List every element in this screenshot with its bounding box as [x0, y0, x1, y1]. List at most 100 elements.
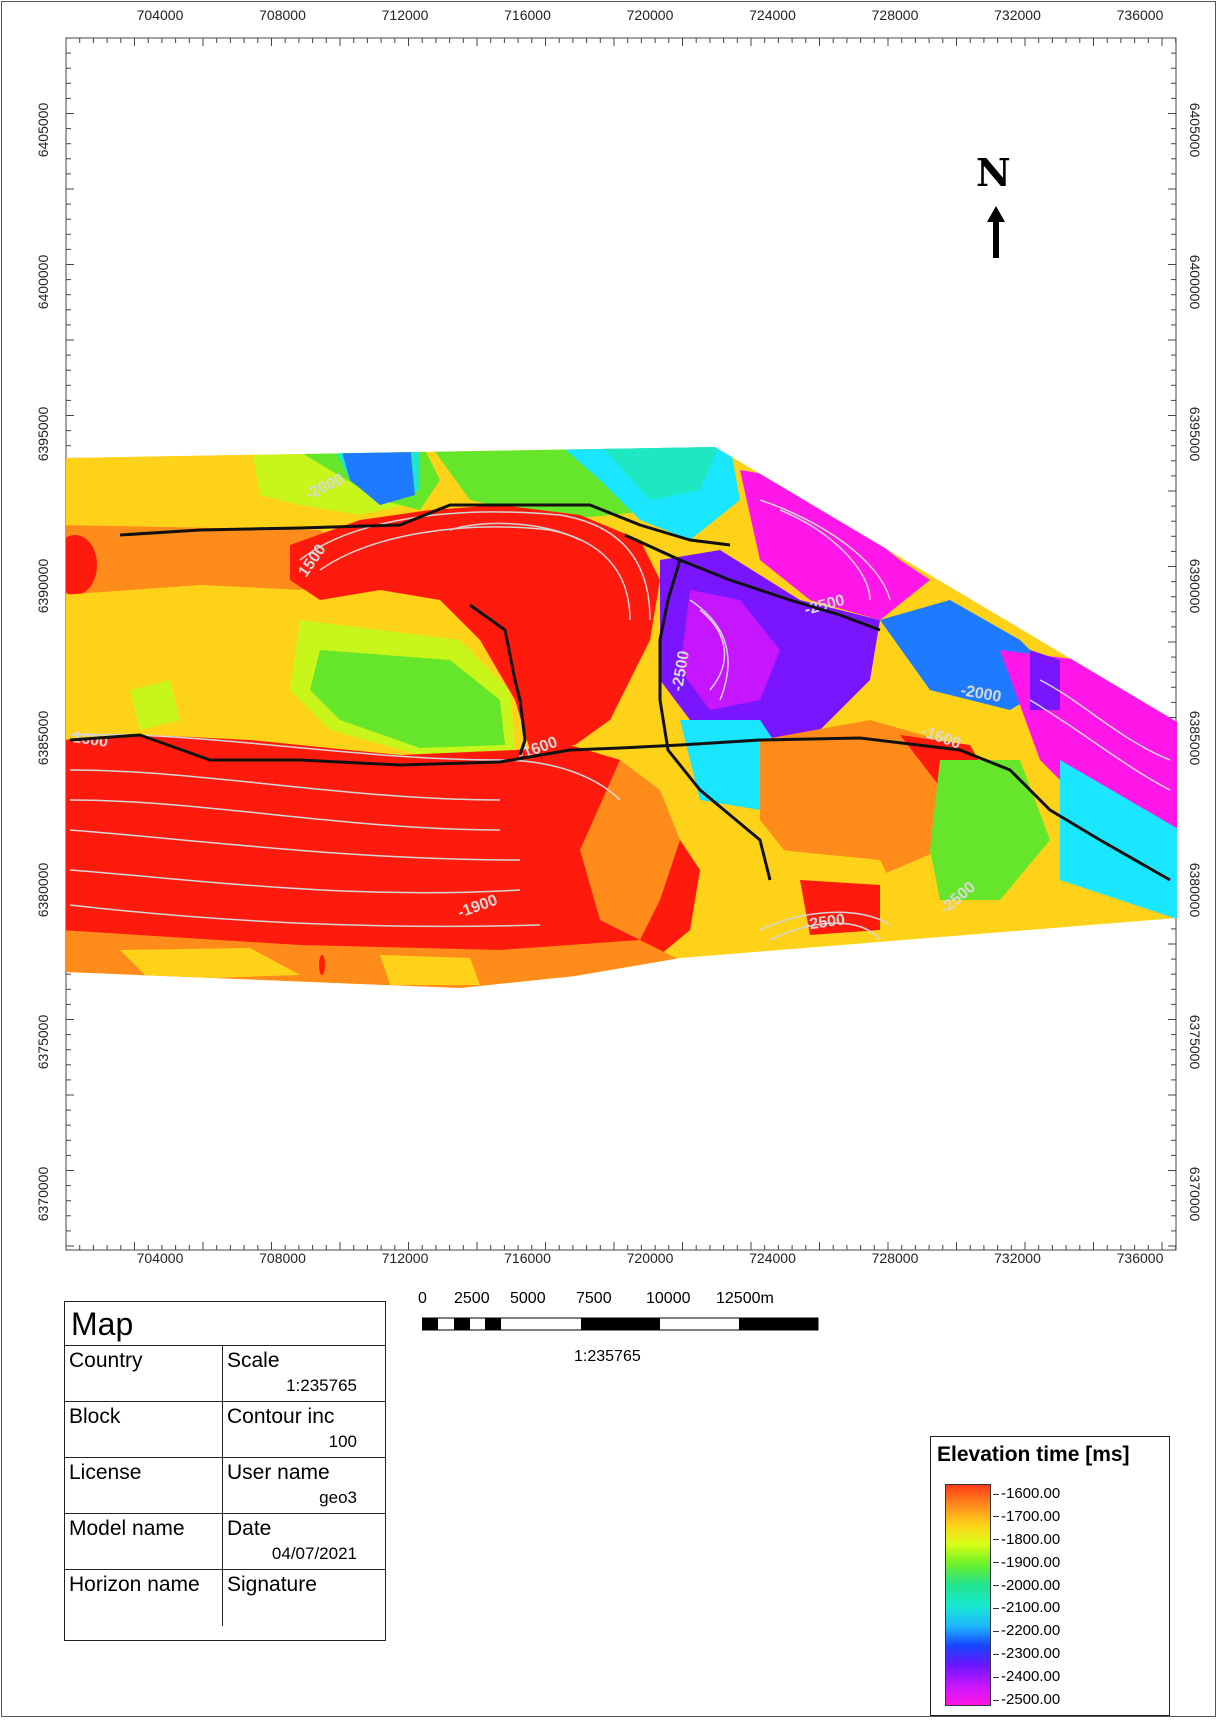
contour-line: [779, 509, 871, 601]
zone-purple-east2: [1030, 650, 1060, 710]
axis-tick-labels: 704000 704000 708000 708000 712000 712000 7160…: [35, 7, 1203, 1266]
info-field-value: 100: [328, 1432, 357, 1451]
contour-line: [69, 869, 521, 894]
zone-magenta-inner: [760, 500, 880, 590]
contour-line: [759, 499, 891, 601]
zone-orange-east: [760, 720, 960, 880]
x-tick-label: 708000: [259, 7, 306, 23]
y-tick-label: 6405000: [1187, 103, 1203, 158]
north-label: N: [976, 150, 1011, 195]
contour-line: [69, 733, 621, 801]
legend-value: -2500.00: [993, 1692, 1060, 1708]
contour-line: [299, 511, 651, 621]
elevation-surface: [66, 447, 1177, 988]
y-tick-label: 6405000: [35, 103, 51, 158]
info-field-title: User name: [227, 1461, 330, 1484]
x-tick-label: 720000: [627, 1250, 674, 1266]
x-tick-label: 712000: [382, 7, 429, 23]
contour-line: [1029, 699, 1171, 791]
legend-color-ramp: [945, 1484, 991, 1706]
y-tick-label: 6380000: [1187, 863, 1203, 918]
x-tick-label: 736000: [1117, 1250, 1164, 1266]
y-tick-label: 6395000: [35, 407, 51, 462]
info-field-title: Contour inc: [227, 1405, 335, 1428]
map-info-table: Map Country Scale 1:235765 Block Contour inc…: [64, 1301, 386, 1641]
y-tick-label: 6385000: [1187, 711, 1203, 766]
zone-red-dot: [319, 955, 325, 975]
fault-line-north: [119, 503, 731, 547]
legend-values: -1600.00 -1700.00 -1800.00 -1900.00 -2000.00…: [993, 1484, 1163, 1708]
contour-line: [449, 522, 581, 541]
scale-bar-label: 7500: [576, 1290, 612, 1307]
zone-cyan-east: [1060, 760, 1177, 920]
info-field-title: Date: [227, 1517, 272, 1540]
info-field-value: geo3: [319, 1488, 357, 1507]
info-field-value: 04/07/2021: [271, 1544, 357, 1563]
scale-bar-graphic: [422, 1317, 819, 1331]
info-field-label: Country: [65, 1346, 223, 1401]
x-tick-label: 716000: [504, 1250, 551, 1266]
info-field-label: Model name: [65, 1514, 223, 1569]
y-tick-label: 6400000: [35, 255, 51, 310]
contour-line: [699, 609, 726, 691]
contour-line: [759, 911, 891, 931]
contour-line: [1039, 679, 1171, 761]
legend-value: -2300.00: [993, 1646, 1060, 1662]
legend-value: -2000.00: [993, 1577, 1060, 1594]
legend-value: -1600.00: [993, 1486, 1060, 1502]
y-tick-label: 6370000: [35, 1167, 51, 1222]
x-tick-label: 704000: [137, 7, 184, 23]
x-tick-label: 720000: [627, 7, 674, 23]
legend-value: -2200.00: [993, 1623, 1060, 1639]
zone-red-se: [800, 880, 880, 935]
info-field-label: Horizon name: [65, 1570, 223, 1626]
north-arrow: N: [976, 150, 1016, 260]
contour-line: [69, 829, 521, 861]
contour-label: -2500: [669, 649, 693, 692]
legend-value: -2400.00: [993, 1669, 1060, 1685]
scale-bar-label: 2500: [454, 1290, 490, 1307]
info-field-title: Scale: [227, 1349, 280, 1372]
info-table-row: Horizon name Signature: [65, 1570, 385, 1626]
legend-value: -1700.00: [993, 1508, 1060, 1525]
legend-value: -1800.00: [993, 1531, 1060, 1548]
y-tick-label: 6390000: [1187, 559, 1203, 614]
fault-line-south: [69, 733, 1171, 882]
info-field-name: Scale 1:235765: [223, 1346, 385, 1401]
zone-aqua-north2: [600, 447, 720, 500]
fault-lines: [69, 503, 1171, 882]
info-table-row: Country Scale 1:235765: [65, 1346, 385, 1402]
scale-bar-ratio: 1:235765: [574, 1348, 641, 1365]
fault-line-central: [658, 559, 772, 881]
info-field-name: Contour inc 100: [223, 1402, 385, 1457]
x-tick-label: 724000: [749, 1250, 796, 1266]
info-table-row: Model name Date 04/07/2021: [65, 1514, 385, 1570]
x-tick-label: 728000: [872, 1250, 919, 1266]
legend-value: -1900.00: [993, 1554, 1060, 1571]
contour-line: [319, 526, 631, 621]
contour-label: -2000: [959, 682, 1002, 706]
info-field-label: Block: [65, 1402, 223, 1457]
x-tick-label: 708000: [259, 1250, 306, 1266]
contour-line: [69, 769, 501, 801]
contour-line: [769, 922, 881, 941]
info-field-value: 1:235765: [286, 1376, 357, 1395]
zone-yellow-south: [120, 948, 300, 980]
zone-blue-north: [340, 447, 415, 505]
x-tick-label: 732000: [994, 7, 1041, 23]
x-tick-label: 704000: [137, 1250, 184, 1266]
zone-lime-small: [130, 680, 180, 730]
info-field-name: Date 04/07/2021: [223, 1514, 385, 1569]
y-tick-label: 6370000: [1187, 1167, 1203, 1222]
y-tick-label: 6375000: [1187, 1015, 1203, 1070]
fault-line-central-west: [469, 603, 527, 756]
zone-green-east: [930, 760, 1050, 900]
contour-label: -2500: [803, 911, 846, 934]
contour-line: [689, 599, 729, 701]
info-field-title: Signature: [227, 1573, 317, 1596]
x-tick-label: 736000: [1117, 7, 1164, 23]
scale-bar-label: 5000: [510, 1290, 546, 1307]
info-table-title: Map: [65, 1302, 385, 1346]
